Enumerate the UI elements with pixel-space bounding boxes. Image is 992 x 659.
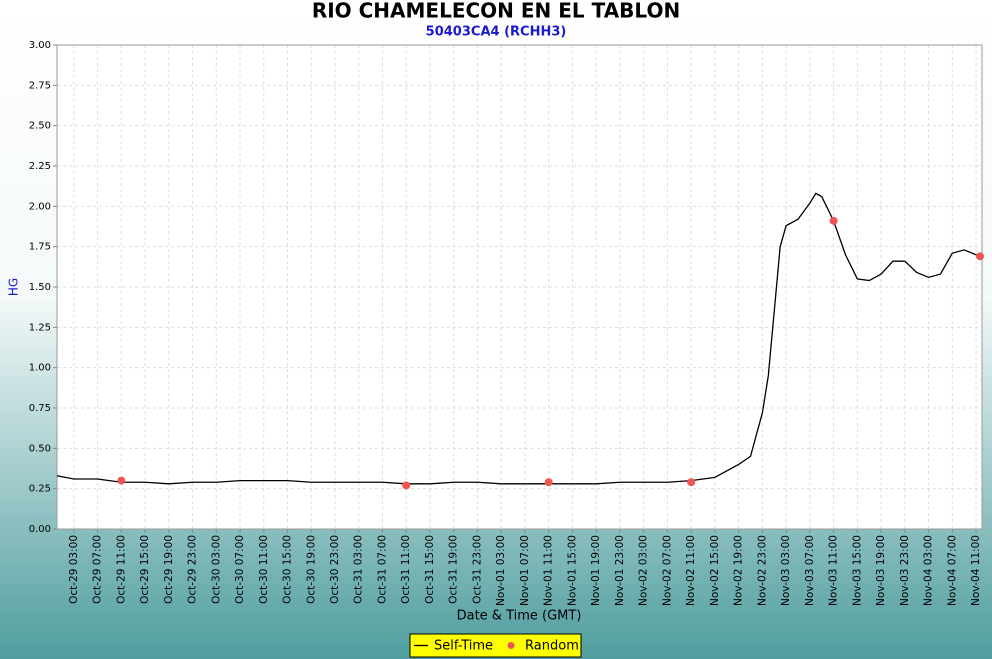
x-tick-label: Nov-03 03:00 — [780, 535, 792, 606]
x-axis-label: Date & Time (GMT) — [457, 609, 582, 624]
x-tick-label: Oct-30 03:00 — [210, 535, 222, 604]
plot-layer: 0.00 0.25 0.50 0.75 1.00 1.25 1.50 1.75 2.00 2.25… — [29, 40, 985, 606]
x-tick-label: Nov-02 11:00 — [685, 535, 697, 606]
x-tick-label: Oct-29 11:00 — [115, 535, 127, 604]
y-tick-label: 1.25 — [29, 322, 51, 333]
x-tick-label: Oct-31 19:00 — [448, 535, 460, 604]
x-tick-label: Nov-04 11:00 — [970, 535, 982, 606]
x-tick-label: Nov-02 19:00 — [733, 535, 745, 606]
x-tick-label: Nov-03 19:00 — [875, 535, 887, 606]
x-tick-label: Nov-01 11:00 — [543, 535, 555, 606]
plot-border — [56, 44, 983, 530]
x-tick-label: Nov-04 07:00 — [946, 535, 958, 606]
x-tick-label: Oct-30 19:00 — [305, 535, 317, 604]
x-tick-label: Nov-03 23:00 — [899, 535, 911, 606]
y-axis-label: HG — [7, 278, 21, 296]
y-tick-label: 2.50 — [29, 121, 51, 132]
x-tick-label: Nov-01 07:00 — [519, 535, 531, 606]
x-tick-label: Oct-30 23:00 — [329, 535, 341, 604]
x-tick-label: Oct-29 03:00 — [68, 535, 80, 604]
data-point — [544, 478, 553, 487]
y-tick-label: 0.75 — [29, 403, 51, 414]
x-tick-label: Oct-31 07:00 — [376, 535, 388, 604]
x-tick-label: Nov-02 03:00 — [638, 535, 650, 606]
chart-title: RIO CHAMELECON EN EL TABLON — [312, 0, 680, 23]
x-tick-label: Nov-02 23:00 — [756, 535, 768, 606]
y-tick-label: 3.00 — [29, 40, 51, 51]
y-tick-label: 2.25 — [29, 161, 51, 172]
data-point — [687, 478, 696, 487]
data-point — [402, 481, 411, 490]
x-tick-label: Oct-29 23:00 — [187, 535, 199, 604]
y-tick-label: 0.50 — [29, 443, 51, 454]
x-tick-label: Oct-31 23:00 — [471, 535, 483, 604]
y-tick-label: 2.75 — [29, 80, 51, 91]
x-tick-label: Nov-01 19:00 — [590, 535, 602, 606]
x-tick-label: Oct-31 11:00 — [400, 535, 412, 604]
legend-box — [409, 633, 582, 658]
x-tick-label: Nov-04 03:00 — [923, 535, 935, 606]
legend-label: Self-Time — [434, 639, 493, 654]
x-tick-label: Oct-31 15:00 — [424, 535, 436, 604]
y-tick-label: 1.75 — [29, 242, 51, 253]
x-tick-label: Oct-29 15:00 — [139, 535, 151, 604]
y-tick-label: 0.25 — [29, 484, 51, 495]
y-tick-label: 0.00 — [29, 524, 51, 535]
x-tick-label: Nov-02 07:00 — [661, 535, 673, 606]
legend-label: Random — [525, 639, 579, 654]
x-tick-label: Nov-01 23:00 — [614, 535, 626, 606]
chart-subtitle: 50403CA4 (RCHH3) — [426, 25, 567, 40]
data-point — [117, 476, 126, 485]
x-tick-label: Oct-31 03:00 — [353, 535, 365, 604]
y-tick-label: 1.50 — [29, 282, 51, 293]
y-tick-label: 1.00 — [29, 363, 51, 374]
x-tick-label: Oct-30 11:00 — [258, 535, 270, 604]
data-point — [829, 216, 838, 225]
x-tick-label: Nov-03 11:00 — [828, 535, 840, 606]
data-line — [56, 192, 981, 485]
x-tick-label: Oct-30 15:00 — [282, 535, 294, 604]
y-tick-label: 2.00 — [29, 201, 51, 212]
x-tick-label: Nov-01 15:00 — [566, 535, 578, 606]
x-tick-label: Nov-03 15:00 — [851, 535, 863, 606]
x-tick-label: Nov-03 07:00 — [804, 535, 816, 606]
legend-marker — [507, 642, 515, 649]
x-tick-label: Oct-29 19:00 — [163, 535, 175, 604]
x-tick-label: Oct-29 07:00 — [92, 535, 104, 604]
x-tick-label: Nov-02 15:00 — [709, 535, 721, 606]
x-tick-label: Oct-30 07:00 — [234, 535, 246, 604]
data-point — [976, 252, 985, 261]
x-tick-label: Nov-01 03:00 — [495, 535, 507, 606]
